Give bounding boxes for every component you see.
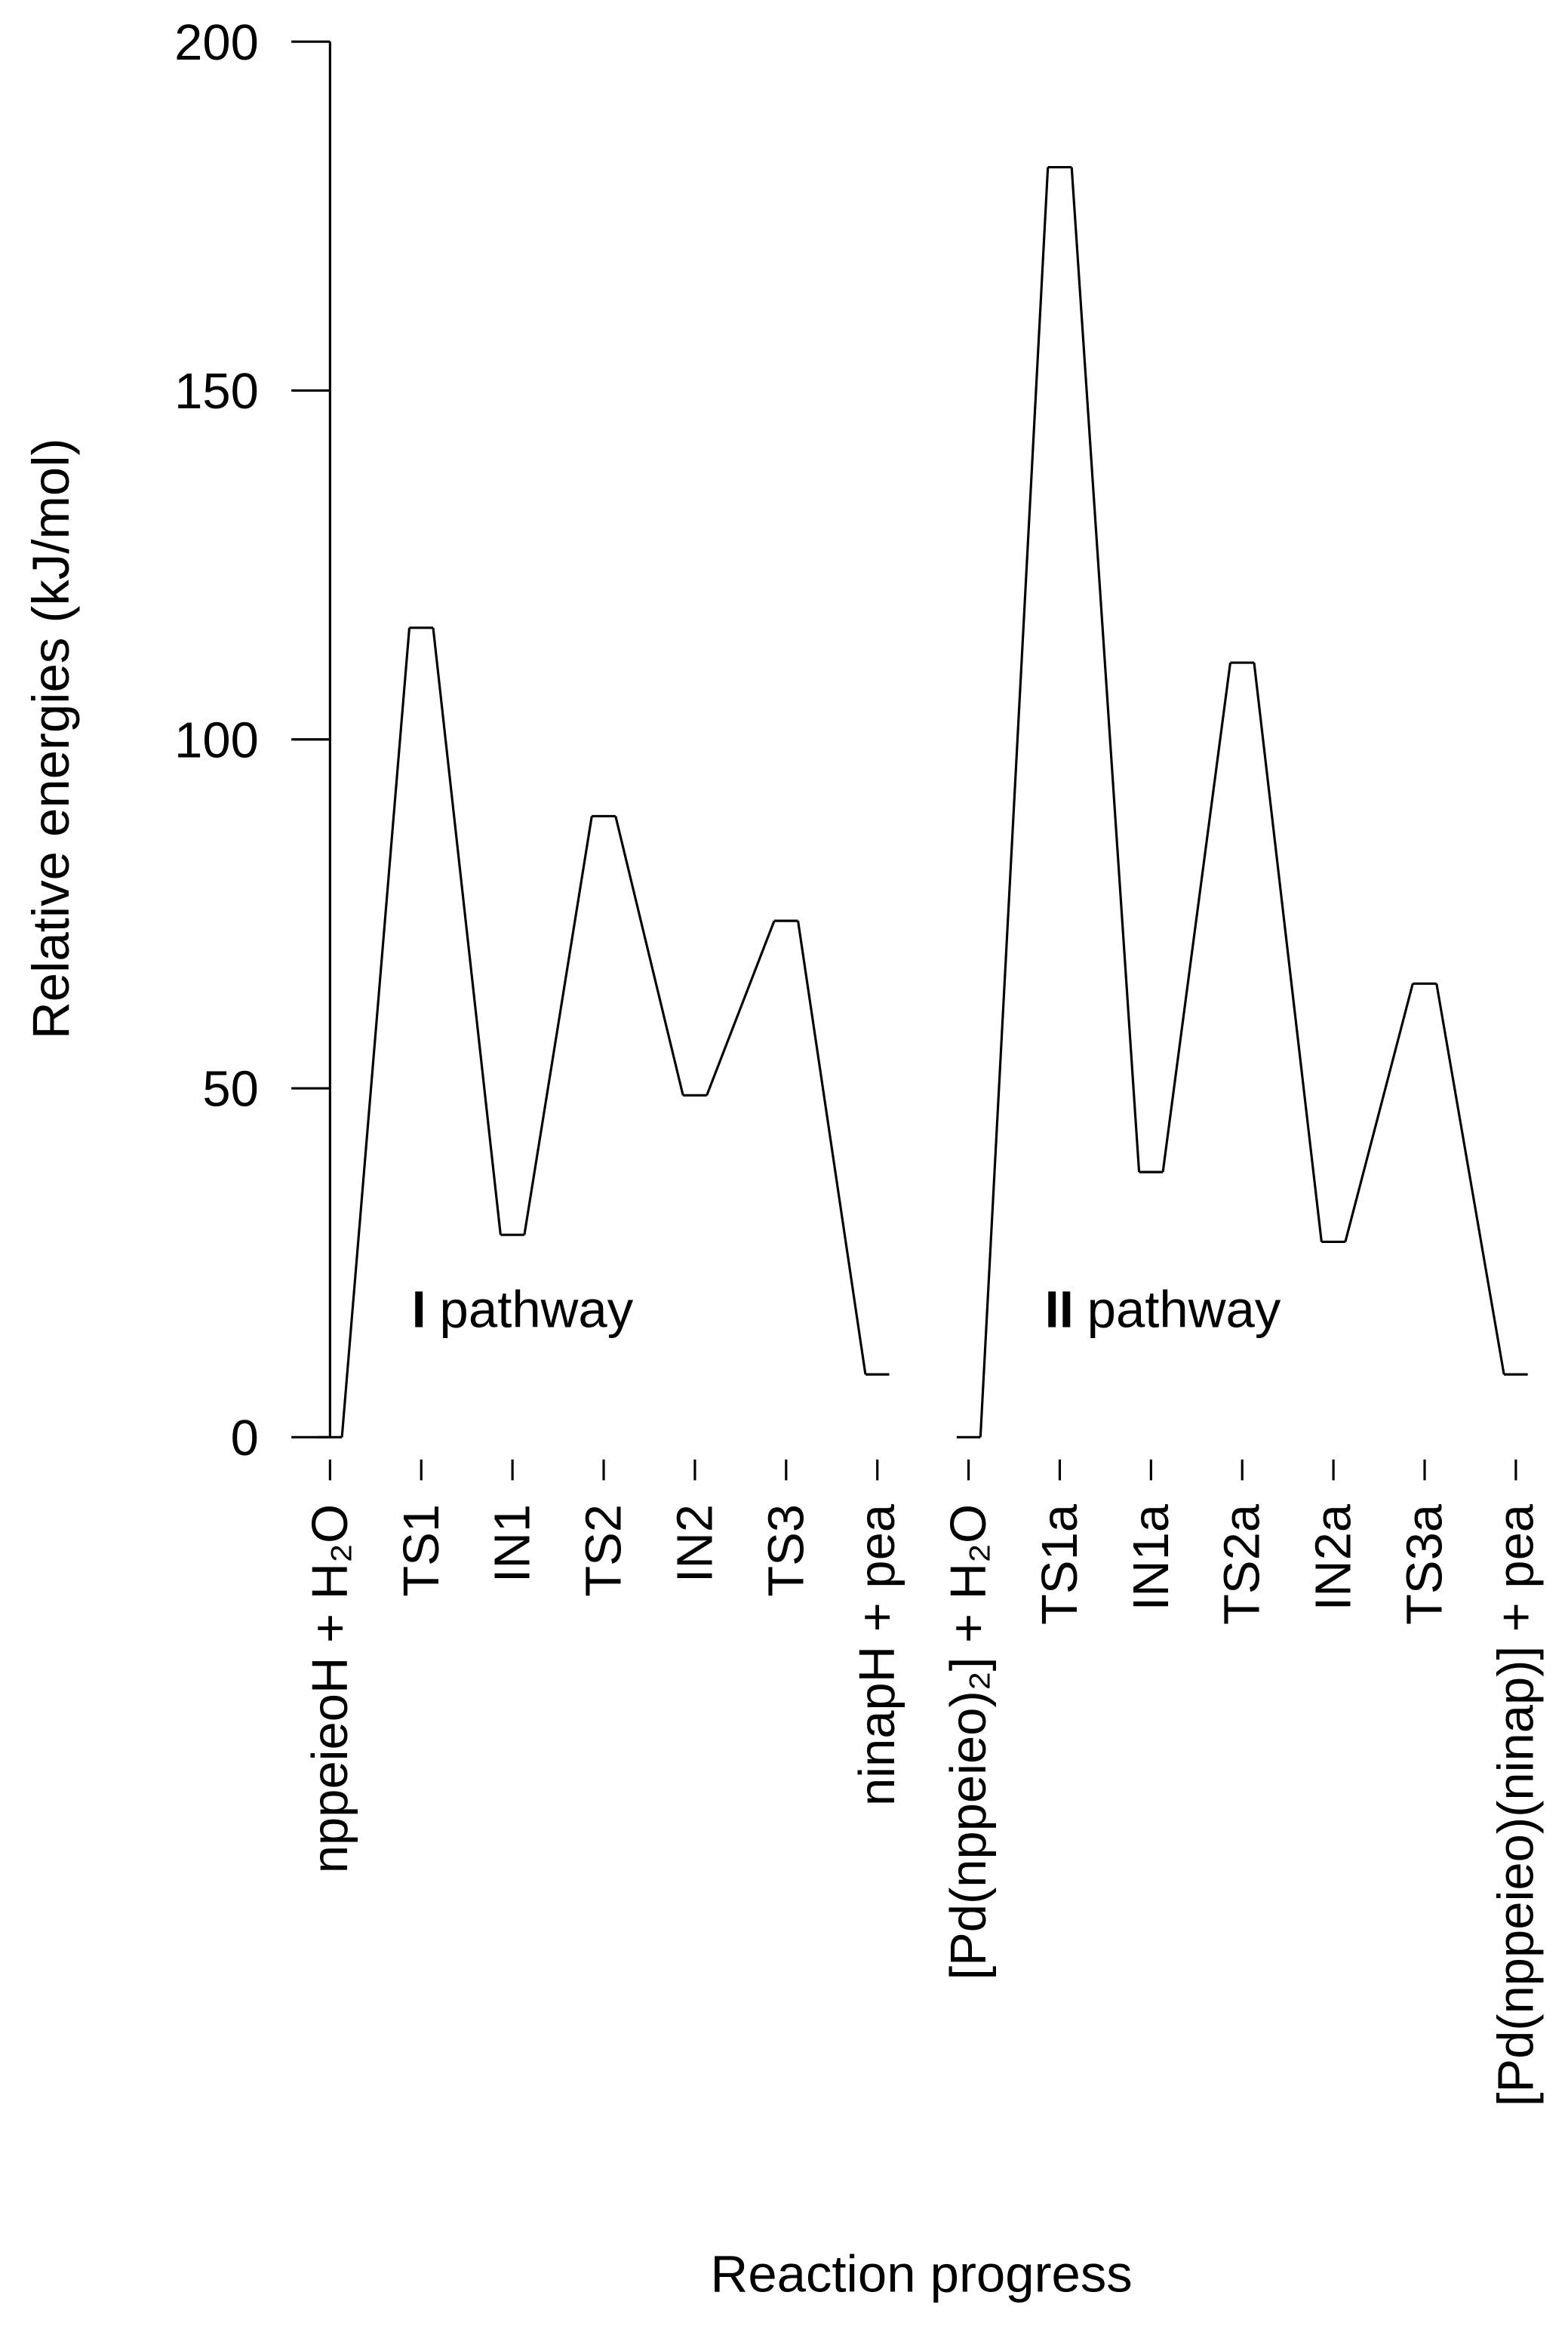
connector xyxy=(614,816,684,1096)
connector xyxy=(1435,983,1505,1375)
y-tick-label: 50 xyxy=(202,1061,258,1118)
connector xyxy=(979,167,1050,1438)
x-tick-label: IN2 xyxy=(666,1504,723,1583)
connector xyxy=(1070,167,1141,1173)
connector xyxy=(340,627,411,1438)
y-tick-label: 150 xyxy=(174,363,259,420)
y-tick-label: 200 xyxy=(174,14,259,71)
x-tick-label: TS2 xyxy=(576,1504,632,1597)
connector xyxy=(1161,662,1232,1173)
annotation-text: pathway xyxy=(440,1281,634,1339)
x-tick-label: TS1a xyxy=(1031,1503,1088,1625)
x-tick-label: IN1a xyxy=(1123,1503,1179,1611)
x-tick-label: nppeieoH + H₂O xyxy=(302,1504,358,1873)
x-tick-label: ninapH + pea xyxy=(849,1503,905,1806)
connector xyxy=(1344,983,1414,1242)
connector xyxy=(432,627,502,1235)
connector xyxy=(796,920,867,1375)
x-tick-label: [Pd(nppeieo)₂] + H₂O xyxy=(940,1504,997,1980)
annotation-text: pathway xyxy=(1087,1281,1281,1339)
x-tick-label: TS3a xyxy=(1397,1503,1453,1625)
connector xyxy=(523,816,593,1235)
annotation: II pathway xyxy=(1045,1281,1281,1339)
x-tick-label: [Pd(nppeieo)(ninap)] + pea xyxy=(1487,1503,1544,2106)
x-tick-label: IN2a xyxy=(1305,1503,1362,1611)
annotation-numeral: I xyxy=(412,1281,426,1339)
y-tick-label: 0 xyxy=(231,1410,259,1466)
x-tick-label: TS3 xyxy=(758,1504,814,1597)
x-tick-label: IN1 xyxy=(484,1504,541,1583)
connector xyxy=(706,920,776,1096)
y-axis-title: Relative energies (kJ/mol) xyxy=(22,438,80,1039)
x-axis-title: Reaction progress xyxy=(711,2245,1133,2303)
annotation-numeral: II xyxy=(1045,1281,1074,1339)
y-tick-label: 100 xyxy=(174,712,259,768)
connector xyxy=(1253,662,1323,1242)
x-tick-label: TS2a xyxy=(1214,1503,1271,1625)
x-tick-label: TS1 xyxy=(393,1504,450,1597)
